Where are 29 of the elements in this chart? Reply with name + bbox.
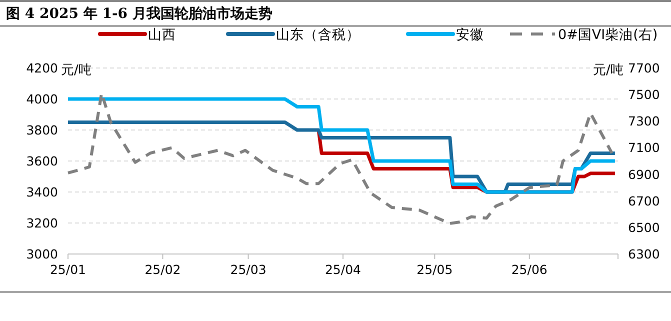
- y-axis-title: 元/吨: [61, 63, 92, 78]
- x-tick-label: 25/05: [416, 262, 453, 277]
- x-tick-label: 25/02: [144, 262, 181, 277]
- y2-tick-label: 7500: [628, 87, 660, 102]
- y-tick-label: 3400: [26, 184, 58, 200]
- legend-label: 山东（含税）: [276, 27, 360, 43]
- legend-label: 山西: [148, 27, 176, 43]
- y-tick-label: 3600: [26, 154, 58, 168]
- legend-label: 0#国VI柴油(右): [558, 27, 658, 43]
- y2-tick-label: 7300: [628, 114, 660, 129]
- legend-label: 安徽: [456, 27, 484, 43]
- y2-tick-label: 6300: [628, 246, 660, 262]
- y2-tick-label: 7100: [628, 140, 660, 156]
- x-tick-label: 25/01: [50, 262, 86, 277]
- x-tick-label: 25/06: [511, 262, 548, 277]
- x-tick-label: 25/03: [230, 262, 266, 277]
- x-tick-label: 25/04: [324, 262, 362, 277]
- y-tick-label: 4000: [26, 92, 58, 106]
- y2-axis-title: 元/吨: [593, 63, 624, 78]
- y-tick-label: 3800: [26, 122, 58, 138]
- line-series: [66, 97, 617, 194]
- y2-tick-label: 6900: [628, 166, 660, 182]
- y-tick-label: 4200: [26, 60, 58, 76]
- y2-tick-label: 6500: [628, 220, 660, 235]
- y-tick-label: 3000: [26, 246, 58, 262]
- y-tick-label: 3200: [26, 216, 58, 230]
- y2-tick-label: 7700: [628, 60, 660, 76]
- chart-title: 图 4 2025 年 1-6 月我国轮胎油市场走势: [6, 5, 272, 22]
- y2-tick-label: 6700: [628, 193, 660, 208]
